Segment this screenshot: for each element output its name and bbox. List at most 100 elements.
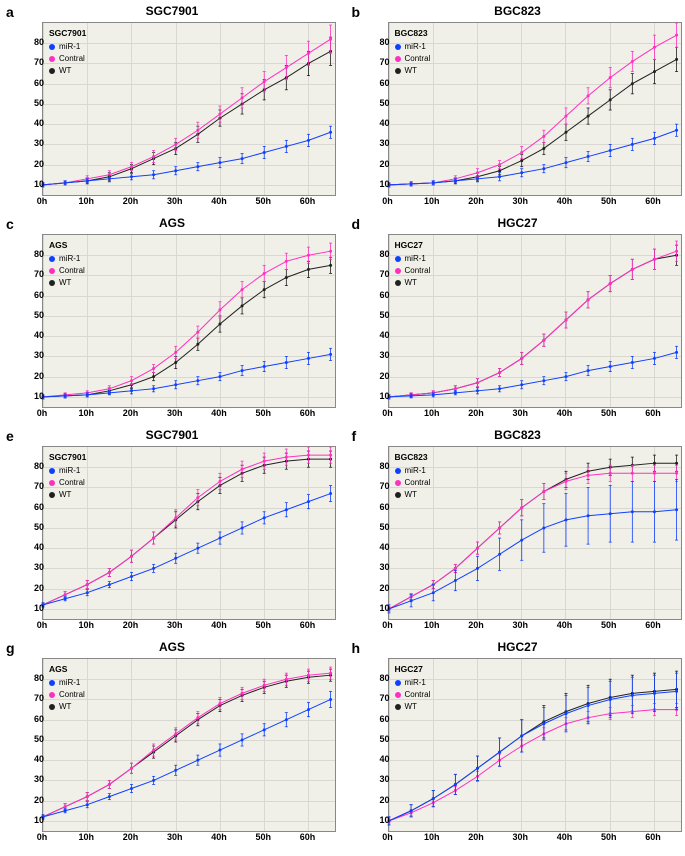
- plot-area: AGSmiR-1ContralWT: [42, 658, 336, 832]
- panel-d: dHGC27Phase Object Confluence (Percent)H…: [350, 216, 685, 426]
- x-tick-label: 40h: [211, 832, 227, 842]
- y-tick-label: 60: [34, 502, 44, 512]
- x-tick-label: 0h: [37, 408, 48, 418]
- y-tick-label: 60: [379, 78, 389, 88]
- panel-g: gAGSWound Confluence (Percent)AGSmiR-1Co…: [4, 640, 340, 850]
- y-tick-label: 10: [34, 391, 44, 401]
- y-tick-label: 60: [34, 78, 44, 88]
- panel-title: BGC823: [350, 428, 685, 442]
- x-tick-label: 0h: [382, 620, 393, 630]
- panel-title: HGC27: [350, 640, 685, 654]
- legend: BGC823miR-1ContralWT: [395, 27, 431, 77]
- panel-f: fBGC823Wound Confluence (Percent)BGC823m…: [350, 428, 685, 638]
- x-tick-label: 10h: [78, 196, 94, 206]
- x-tick-label: 10h: [424, 408, 440, 418]
- y-tick-label: 80: [379, 673, 389, 683]
- plot-area: HGC27miR-1ContralWT: [388, 234, 682, 408]
- x-tick-label: 60h: [645, 408, 661, 418]
- x-tick-label: 20h: [123, 832, 139, 842]
- y-tick-label: 30: [379, 562, 389, 572]
- panel-title: AGS: [4, 216, 340, 230]
- y-tick-label: 50: [379, 522, 389, 532]
- legend: HGC27miR-1ContralWT: [395, 239, 431, 289]
- y-tick-label: 30: [379, 774, 389, 784]
- x-tick-label: 10h: [424, 620, 440, 630]
- y-tick-label: 50: [34, 522, 44, 532]
- x-tick-label: 30h: [512, 832, 528, 842]
- y-tick-label: 20: [379, 159, 389, 169]
- y-tick-label: 10: [379, 603, 389, 613]
- y-tick-label: 40: [379, 542, 389, 552]
- panel-grid: aSGC7901Phase Object Confluence (Percent…: [4, 4, 685, 850]
- x-tick-label: 60h: [300, 196, 316, 206]
- x-tick-label: 20h: [123, 620, 139, 630]
- y-tick-label: 30: [34, 774, 44, 784]
- legend: AGSmiR-1ContralWT: [49, 663, 85, 713]
- x-tick-label: 0h: [37, 620, 48, 630]
- x-tick-label: 0h: [382, 832, 393, 842]
- x-tick-label: 60h: [300, 408, 316, 418]
- x-tick-label: 10h: [424, 196, 440, 206]
- y-tick-label: 50: [34, 734, 44, 744]
- x-tick-label: 20h: [468, 408, 484, 418]
- x-tick-label: 20h: [468, 620, 484, 630]
- plot-area: HGC27miR-1ContralWT: [388, 658, 682, 832]
- plot-area: SGC7901miR-1ContralWT: [42, 22, 336, 196]
- x-tick-label: 0h: [382, 196, 393, 206]
- x-tick-label: 40h: [557, 620, 573, 630]
- y-tick-label: 70: [379, 481, 389, 491]
- y-tick-label: 60: [34, 714, 44, 724]
- legend: SGC7901miR-1ContralWT: [49, 451, 86, 501]
- y-tick-label: 10: [379, 391, 389, 401]
- y-tick-label: 30: [34, 350, 44, 360]
- x-tick-label: 60h: [300, 620, 316, 630]
- y-tick-label: 40: [34, 118, 44, 128]
- panel-b: bBGC823Phase Object Confluence (Percent)…: [350, 4, 685, 214]
- y-tick-label: 80: [379, 37, 389, 47]
- x-tick-label: 20h: [468, 832, 484, 842]
- x-tick-label: 50h: [601, 832, 617, 842]
- x-tick-label: 40h: [211, 408, 227, 418]
- y-tick-label: 20: [34, 583, 44, 593]
- y-tick-label: 20: [34, 371, 44, 381]
- panel-title: HGC27: [350, 216, 685, 230]
- y-tick-label: 70: [34, 269, 44, 279]
- y-tick-label: 20: [379, 583, 389, 593]
- y-tick-label: 70: [379, 693, 389, 703]
- y-tick-label: 10: [379, 179, 389, 189]
- y-tick-label: 50: [34, 98, 44, 108]
- x-tick-label: 50h: [255, 196, 271, 206]
- x-tick-label: 50h: [255, 832, 271, 842]
- x-tick-label: 30h: [512, 620, 528, 630]
- x-tick-label: 40h: [557, 832, 573, 842]
- x-tick-label: 30h: [167, 620, 183, 630]
- panel-h: hHGC27Wound Confluence (Percent)HGC27miR…: [350, 640, 685, 850]
- x-tick-label: 50h: [255, 620, 271, 630]
- y-tick-label: 30: [379, 350, 389, 360]
- y-tick-label: 10: [34, 815, 44, 825]
- legend: SGC7901miR-1ContralWT: [49, 27, 86, 77]
- y-tick-label: 20: [34, 159, 44, 169]
- x-tick-label: 10h: [78, 408, 94, 418]
- y-tick-label: 50: [379, 310, 389, 320]
- x-tick-label: 40h: [211, 620, 227, 630]
- x-tick-label: 40h: [557, 408, 573, 418]
- plot-area: BGC823miR-1ContralWT: [388, 22, 682, 196]
- x-tick-label: 30h: [512, 196, 528, 206]
- x-tick-label: 60h: [645, 196, 661, 206]
- plot-area: AGSmiR-1ContralWT: [42, 234, 336, 408]
- y-tick-label: 80: [34, 37, 44, 47]
- y-tick-label: 70: [34, 693, 44, 703]
- y-tick-label: 70: [379, 269, 389, 279]
- plot-area: SGC7901miR-1ContralWT: [42, 446, 336, 620]
- y-tick-label: 80: [34, 673, 44, 683]
- y-tick-label: 50: [379, 98, 389, 108]
- x-tick-label: 10h: [78, 620, 94, 630]
- y-tick-label: 20: [34, 795, 44, 805]
- y-tick-label: 30: [379, 138, 389, 148]
- y-tick-label: 10: [34, 179, 44, 189]
- x-tick-label: 60h: [645, 832, 661, 842]
- y-tick-label: 30: [34, 138, 44, 148]
- y-tick-label: 40: [379, 118, 389, 128]
- legend: HGC27miR-1ContralWT: [395, 663, 431, 713]
